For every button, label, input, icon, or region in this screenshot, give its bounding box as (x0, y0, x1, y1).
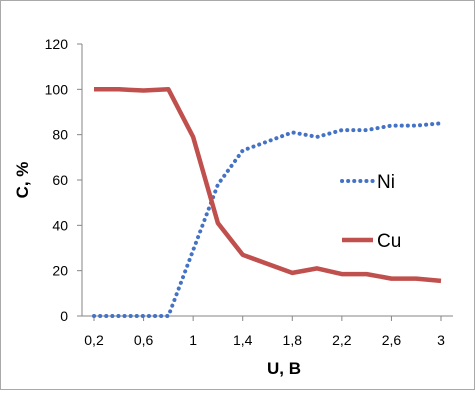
y-axis-title: C, % (13, 162, 32, 199)
axes (81, 44, 453, 317)
legend-label-cu: Cu (377, 231, 401, 252)
x-tick-label: 0,6 (134, 332, 154, 348)
series-line-ni (92, 121, 443, 318)
x-tick-label: 3 (437, 332, 445, 348)
y-tick-label: 120 (45, 36, 69, 52)
legend-label-ni: Ni (377, 172, 395, 193)
legend: Ni Cu (340, 172, 401, 252)
y-ticks: 0 20 40 60 80 100 120 (45, 36, 82, 324)
y-tick-label: 20 (52, 263, 68, 279)
y-tick-label: 40 (52, 217, 68, 233)
series-line-cu (94, 87, 442, 284)
x-tick-label: 1 (189, 332, 197, 348)
y-tick-label: 60 (52, 172, 68, 188)
y-tick-label: 0 (60, 308, 68, 324)
series (92, 87, 443, 318)
x-axis-title: U, B (267, 359, 301, 378)
y-tick-label: 80 (52, 127, 68, 143)
x-tick-label: 0,2 (84, 332, 104, 348)
x-tick-label: 2,6 (382, 332, 402, 348)
x-ticks: 0,2 0,6 1 1,4 1,8 2,2 2,6 3 (84, 316, 445, 348)
x-tick-label: 1,8 (283, 332, 303, 348)
y-tick-label: 100 (45, 81, 69, 97)
x-tick-label: 1,4 (233, 332, 253, 348)
x-tick-label: 2,2 (332, 332, 352, 348)
